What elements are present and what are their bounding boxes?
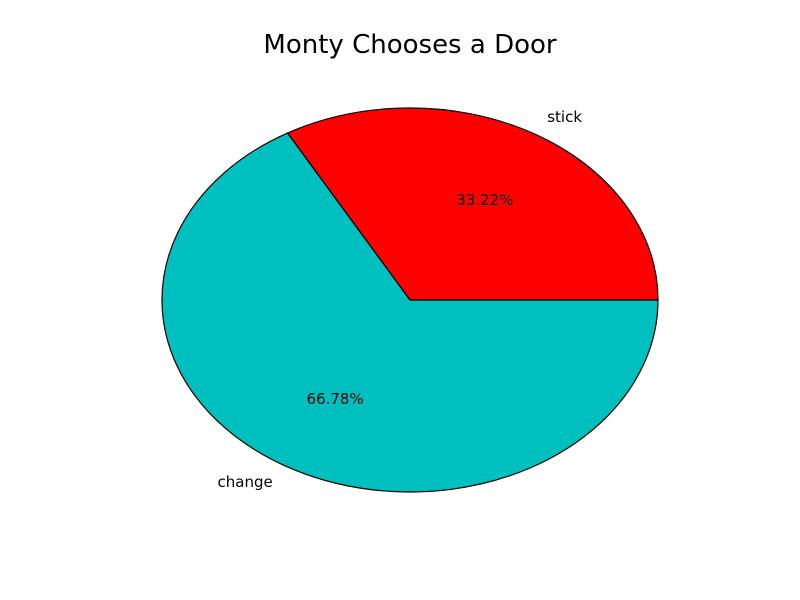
pie-slices xyxy=(161,107,659,493)
slice-label-stick: stick xyxy=(547,108,582,126)
chart-title: Monty Chooses a Door xyxy=(263,30,556,60)
pie-labels: stick 33.22% change 66.78% xyxy=(218,108,583,491)
pie-slice-change xyxy=(161,132,659,493)
slice-percent-change: 66.78% xyxy=(307,390,364,408)
pie-slice-stick xyxy=(286,107,659,301)
slice-label-change: change xyxy=(218,473,273,491)
slice-percent-stick: 33.22% xyxy=(456,191,513,209)
